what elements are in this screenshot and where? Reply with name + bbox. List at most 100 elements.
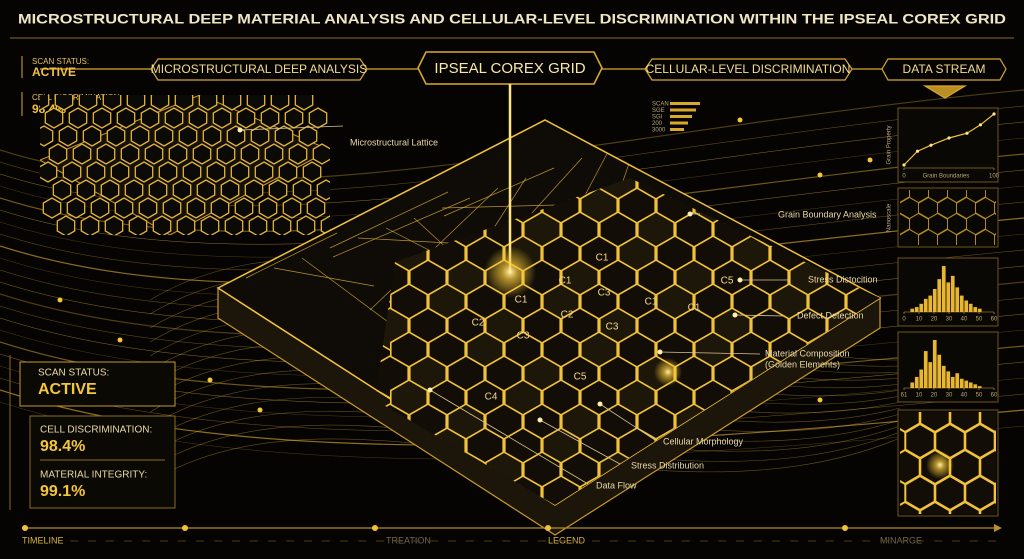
histogram-bar — [973, 307, 978, 312]
table-bar — [670, 108, 696, 112]
cell-labels: C1 C1 C3 C1 C2 C2 C3 C1 C3 C5 C1 C5 C4 — [472, 253, 734, 403]
lattice-cell — [248, 215, 268, 235]
lattice-cell — [138, 197, 158, 219]
tab-frame — [417, 51, 603, 85]
panel-frame — [897, 331, 999, 403]
cell-label: C1 — [515, 295, 528, 306]
callout-text: Material Composition — [765, 348, 850, 358]
x-tick-label: 50 — [976, 317, 983, 323]
histogram-bar — [973, 384, 978, 388]
callout-dot — [597, 401, 603, 407]
grain — [979, 500, 996, 514]
x-tick-label: 10 — [916, 317, 923, 323]
timeline-node — [545, 525, 551, 531]
lattice-cell — [220, 179, 240, 201]
histogram-bar — [968, 303, 973, 312]
lattice-cell — [134, 161, 154, 183]
status-value: 99.1% — [40, 483, 85, 500]
page-title: MICROSTRUCTURAL DEEP MATERIAL ANALYSIS A… — [18, 11, 1006, 27]
lattice-cell — [250, 125, 270, 147]
x-tick-label: 40 — [961, 393, 968, 399]
flow-node — [207, 377, 213, 383]
mesh-line — [245, 232, 338, 279]
lattice-cell — [66, 197, 86, 219]
lattice-cell — [244, 179, 264, 201]
callout-text: Stress Distribution — [631, 460, 704, 470]
x-tick-label: 20 — [931, 317, 938, 323]
cell-label: C1 — [688, 303, 701, 314]
lattice-cell — [76, 179, 96, 201]
lattice-cell — [312, 143, 330, 165]
x-tick-label: 60 — [991, 393, 998, 399]
histogram-bar — [910, 382, 915, 388]
hex-cell — [541, 475, 581, 505]
histogram-bar — [968, 382, 973, 388]
status-value: ACTIVE — [32, 65, 76, 79]
x-tick-label: 10 — [916, 393, 923, 399]
histogram-bar — [914, 307, 919, 312]
line-point — [902, 163, 906, 167]
lattice-cell — [102, 95, 122, 111]
status-label: CELL DISCRIMINATION: — [32, 93, 122, 102]
lattice-cell — [86, 161, 106, 183]
timeline-node — [372, 525, 378, 531]
axis-label: Grain Boundaries — [923, 174, 970, 180]
lattice-cell — [48, 143, 68, 165]
lattice-cell — [298, 125, 318, 147]
tab-label: IPSEAL COREX GRID — [434, 60, 585, 77]
lattice-cell — [114, 197, 134, 219]
lattice-cell — [274, 125, 294, 147]
histogram-bar — [955, 287, 960, 312]
histogram-bar — [950, 376, 955, 388]
timeline: TIMELINE TREATION LEGEND MINARGE — [22, 524, 1002, 545]
flow-node — [117, 337, 123, 343]
callout-line — [734, 314, 786, 317]
x-tick-label: 100 — [989, 174, 1000, 180]
histogram-bar — [932, 289, 937, 312]
lattice-cell — [212, 107, 232, 129]
histogram-bar — [964, 300, 969, 312]
x-tick-label: 40 — [961, 317, 968, 323]
x-tick-label: 0 — [902, 317, 906, 323]
beam-glow — [484, 246, 536, 298]
status-label: SCAN STATUS: — [38, 368, 109, 379]
callout-dot — [737, 277, 743, 283]
lattice-cell — [188, 107, 208, 129]
timeline-arrow — [994, 524, 1002, 532]
callout-dot — [732, 312, 738, 318]
table-bar — [670, 128, 684, 131]
callout-line — [599, 403, 656, 441]
lattice-cell — [110, 161, 130, 183]
grain — [956, 228, 976, 245]
mesh-line — [332, 197, 471, 258]
line-point — [978, 123, 983, 127]
histogram-bar — [932, 340, 937, 388]
lattice-cell — [104, 215, 124, 235]
lattice-cell — [272, 215, 292, 235]
lattice-cell — [120, 143, 140, 165]
status-label: MATERIAL INTEGRITY: — [40, 470, 147, 481]
lattice-cell — [40, 125, 54, 147]
lattice-cell — [278, 161, 298, 183]
lattice-cell — [306, 197, 326, 219]
lattice-cell — [294, 95, 314, 111]
table-bar — [670, 102, 700, 105]
callout-line — [659, 351, 761, 355]
lattice-cell — [230, 161, 250, 183]
line-point — [992, 112, 996, 116]
line-point — [929, 143, 933, 147]
cell-label: C1 — [596, 253, 609, 264]
lattice-cell — [72, 143, 92, 165]
lattice-cell — [62, 161, 82, 183]
lattice-cell — [240, 143, 260, 165]
lattice-cell — [124, 179, 144, 201]
timeline-label: TREATION — [386, 535, 431, 545]
lattice-cell — [44, 107, 64, 129]
lattice-cell — [154, 125, 174, 147]
lattice-cell — [40, 161, 58, 183]
left-lattice — [40, 95, 330, 235]
histogram-bar — [941, 365, 946, 388]
callout-text: (Golden Elements) — [765, 359, 840, 369]
grain — [900, 228, 919, 245]
